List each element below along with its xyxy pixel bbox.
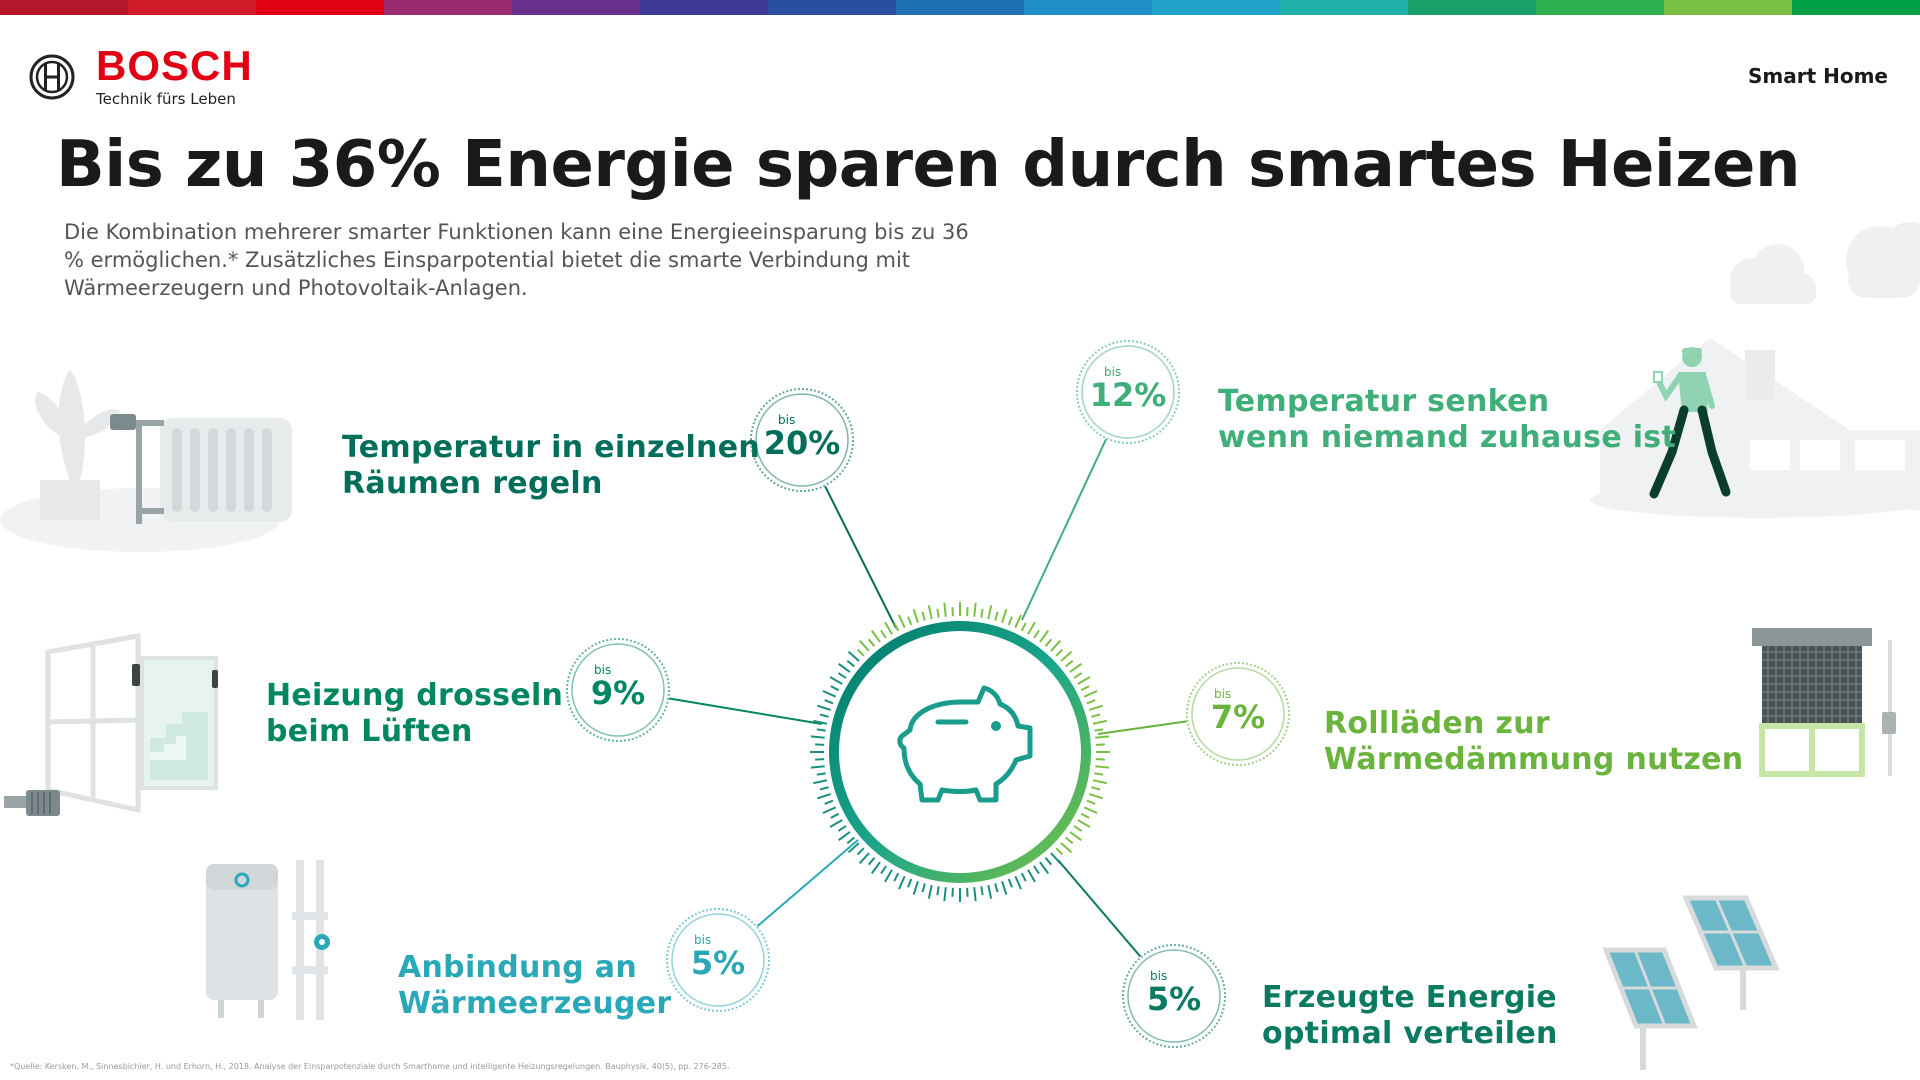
savings-prefix: bis [1214,687,1231,701]
savings-prefix: bis [694,933,711,947]
central-hub [829,621,1091,883]
brand-tagline: Technik fürs Leben [96,90,236,108]
top-bar-segment [128,0,256,15]
top-bar-segment [256,0,384,15]
savings-prefix: bis [1104,365,1121,379]
feature-rolllaeden-line1: Rollläden zur [1324,706,1550,741]
top-bar-segment [1280,0,1408,15]
window-icon [4,633,218,816]
savings-prefix: bis [778,413,795,427]
top-bar-segment [1536,0,1664,15]
feature-abwesend-line2: wenn niemand zuhause ist [1218,420,1677,455]
savings-value: 12% [1090,376,1167,414]
feature-energie-line1: Erzeugte Energie [1262,980,1557,1015]
feature-lueften-label: Heizung drosseln beim Lüften [266,678,563,750]
bosch-logo: BOSCH Technik fürs Leben [28,42,253,108]
page-subtitle: Die Kombination mehrerer smarter Funktio… [64,220,969,300]
feature-raeume-line1: Temperatur in einzelnen [342,430,761,465]
feature-waermeerzeuger-label: Anbindung an Wärmeerzeuger [398,950,672,1022]
piggy-bank-icon [897,685,1033,803]
top-bar-segment [512,0,640,15]
feature-energie-line2: optimal verteilen [1262,1016,1558,1051]
solar-panel-icon [1602,895,1780,1070]
roller-shutter-icon [1752,628,1896,777]
top-bar-segment [1152,0,1280,15]
top-bar-segment [384,0,512,15]
top-bar-segment [1408,0,1536,15]
feature-waermeerzeuger-line1: Anbindung an [398,950,638,985]
cloud-icon [1730,244,1816,304]
feature-lueften-line1: Heizung drosseln [266,678,564,713]
connector-line [824,486,897,629]
feature-lueften-line2: beim Lüften [266,714,473,749]
section-label: Smart Home [1747,64,1888,88]
top-bar-segment [1024,0,1152,15]
savings-prefix: bis [594,663,611,677]
savings-value: 5% [691,944,745,982]
savings-value: 9% [591,674,645,712]
connector-line [1097,720,1187,735]
brand-name: BOSCH [96,42,253,89]
walking-person-icon [1649,347,1731,499]
connector-line [669,697,823,725]
top-bar-segment [1792,0,1920,15]
connector-line [756,839,859,927]
savings-value: 5% [1147,980,1201,1018]
top-bar-segment [0,0,128,15]
savings-value: 7% [1211,698,1265,736]
connector-line [1021,438,1107,621]
feature-rolllaeden-line2: Wärmedämmung nutzen [1324,742,1744,777]
cloud-icon [1846,222,1920,298]
feature-raeume-label: Temperatur in einzelnen Räumen regeln [342,430,760,502]
feature-abwesend-label: Temperatur senken wenn niemand zuhause i… [1218,384,1676,456]
top-bar-segment [640,0,768,15]
radiator-icon [0,370,292,552]
bosch-armature-icon [29,54,75,100]
feature-rolllaeden-label: Rollläden zur Wärmedämmung nutzen [1324,706,1743,778]
source-footnote: *Quelle: Kersken, M., Sinnesbichler, H. … [10,1062,730,1071]
savings-prefix: bis [1150,969,1167,983]
hub-ticks [810,602,1110,902]
top-bar-segment [896,0,1024,15]
savings-value: 20% [764,424,841,462]
connector-line [1057,859,1142,958]
top-color-bar [0,0,1920,15]
feature-waermeerzeuger-line2: Wärmeerzeuger [398,986,672,1021]
top-bar-segment [768,0,896,15]
feature-abwesend-line1: Temperatur senken [1218,384,1550,419]
top-bar-segment [1664,0,1792,15]
feature-energie-label: Erzeugte Energie optimal verteilen [1262,980,1558,1052]
page-title: Bis zu 36% Energie sparen durch smartes … [56,128,1801,202]
feature-raeume-line2: Räumen regeln [342,466,603,501]
heat-generator-icon [206,860,330,1020]
